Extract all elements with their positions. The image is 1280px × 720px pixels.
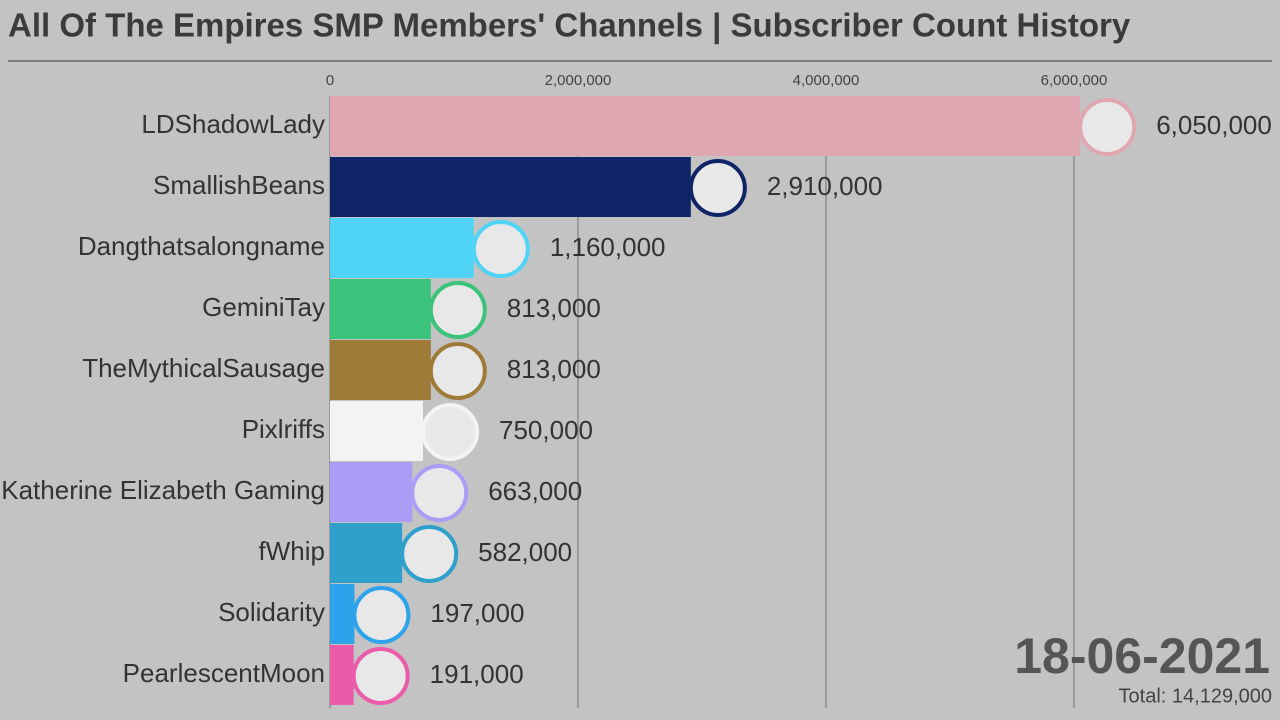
bar bbox=[330, 157, 691, 217]
value-label: 6,050,000 bbox=[1156, 110, 1272, 140]
value-label: 663,000 bbox=[488, 476, 582, 506]
chart-title: All Of The Empires SMP Members' Channels… bbox=[8, 7, 1131, 44]
value-label: 1,160,000 bbox=[550, 232, 666, 262]
bar bbox=[330, 279, 431, 339]
value-label: 582,000 bbox=[478, 537, 572, 567]
bars: LDShadowLady 6,050,000 SmallishBeans 2,910,… bbox=[1, 96, 1272, 705]
avatar bbox=[421, 403, 479, 461]
category-label: LDShadowLady bbox=[141, 109, 325, 139]
total-label: Total: 14,129,000 bbox=[1119, 685, 1272, 707]
avatar bbox=[352, 586, 411, 644]
value-label: 2,910,000 bbox=[767, 171, 883, 201]
bar bbox=[330, 462, 413, 522]
category-label: TheMythicalSausage bbox=[82, 353, 325, 383]
category-label: Katherine Elizabeth Gaming bbox=[1, 475, 325, 505]
bar bbox=[330, 523, 403, 583]
x-tick-label: 2,000,000 bbox=[545, 72, 612, 89]
value-label: 750,000 bbox=[499, 415, 593, 445]
category-label: Pixlriffs bbox=[242, 414, 325, 444]
avatar bbox=[428, 281, 487, 339]
category-label: SmallishBeans bbox=[153, 170, 325, 200]
date-label: 18-06-2021 bbox=[1014, 628, 1270, 684]
value-label: 191,000 bbox=[430, 659, 524, 689]
avatar bbox=[1078, 98, 1137, 156]
bar bbox=[330, 340, 431, 400]
x-tick-label: 4,000,000 bbox=[793, 72, 860, 89]
bar bbox=[330, 401, 423, 461]
value-label: 197,000 bbox=[430, 598, 524, 628]
avatar bbox=[351, 647, 410, 705]
avatar bbox=[688, 159, 747, 217]
avatar bbox=[400, 525, 459, 583]
bar bbox=[330, 584, 355, 644]
bar bbox=[330, 96, 1081, 156]
category-label: Dangthatsalongname bbox=[78, 231, 325, 261]
x-tick-label: 6,000,000 bbox=[1041, 72, 1108, 89]
bar bbox=[330, 218, 474, 278]
avatar bbox=[428, 342, 487, 400]
category-label: PearlescentMoon bbox=[123, 658, 325, 688]
x-tick-label: 0 bbox=[326, 72, 334, 89]
avatar bbox=[471, 220, 530, 278]
category-label: Solidarity bbox=[218, 597, 325, 627]
category-label: fWhip bbox=[259, 536, 325, 566]
bar bbox=[330, 645, 354, 705]
category-label: GeminiTay bbox=[202, 292, 325, 322]
avatar bbox=[410, 464, 469, 522]
value-label: 813,000 bbox=[507, 293, 601, 323]
value-label: 813,000 bbox=[507, 354, 601, 384]
